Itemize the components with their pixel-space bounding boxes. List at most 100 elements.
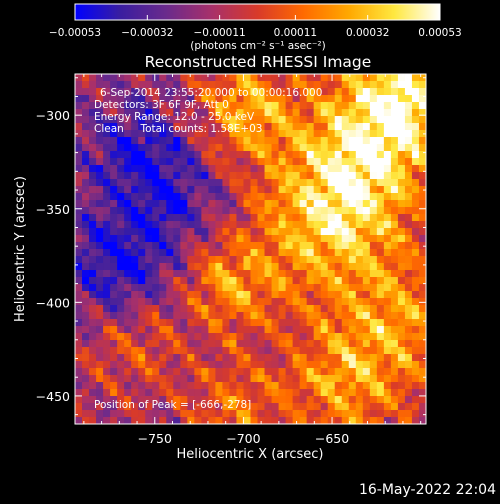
- heatmap-cell: [257, 417, 265, 425]
- heatmap-cell: [180, 88, 188, 96]
- heatmap-cell: [194, 368, 202, 376]
- heatmap-cell: [243, 172, 251, 180]
- heatmap-cell: [327, 137, 336, 145]
- heatmap-cell: [271, 158, 279, 166]
- heatmap-cell: [117, 291, 125, 299]
- heatmap-cell: [383, 242, 392, 250]
- heatmap-cell: [397, 256, 406, 264]
- heatmap-cell: [236, 319, 244, 327]
- heatmap-cell: [292, 319, 301, 327]
- heatmap-cell: [124, 291, 132, 299]
- heatmap-cell: [404, 284, 413, 292]
- heatmap-cell: [89, 312, 97, 320]
- heatmap-cell: [320, 102, 329, 110]
- heatmap-cell: [145, 158, 153, 166]
- heatmap-cell: [404, 277, 413, 285]
- heatmap-cell: [299, 333, 308, 341]
- heatmap-cell: [362, 263, 371, 271]
- heatmap-cell: [222, 74, 230, 82]
- heatmap-cell: [75, 207, 83, 215]
- heatmap-cell: [271, 375, 279, 383]
- heatmap-cell: [271, 403, 279, 411]
- heatmap-cell: [411, 214, 420, 222]
- heatmap-cell: [250, 326, 258, 334]
- heatmap-cell: [75, 123, 83, 131]
- heatmap-cell: [404, 333, 413, 341]
- heatmap-cell: [362, 137, 371, 145]
- heatmap-cell: [222, 410, 230, 418]
- heatmap-cell: [124, 158, 132, 166]
- heatmap-cell: [313, 95, 322, 103]
- heatmap-cell: [369, 193, 378, 201]
- heatmap-cell: [110, 214, 118, 222]
- heatmap-cell: [348, 368, 357, 376]
- heatmap-cell: [131, 368, 139, 376]
- heatmap-cell: [187, 200, 195, 208]
- heatmap-cell: [96, 242, 104, 250]
- heatmap-cell: [362, 81, 371, 89]
- heatmap-cell: [355, 109, 364, 117]
- heatmap-cell: [397, 193, 406, 201]
- heatmap-cell: [341, 137, 350, 145]
- heatmap-cell: [166, 151, 174, 159]
- heatmap-cell: [285, 340, 294, 348]
- heatmap-cell: [264, 389, 272, 397]
- heatmap-cell: [201, 214, 209, 222]
- heatmap-cell: [194, 158, 202, 166]
- heatmap-cell: [173, 221, 181, 229]
- heatmap-cell: [320, 123, 329, 131]
- heatmap-cell: [82, 305, 90, 313]
- heatmap-cell: [257, 214, 265, 222]
- heatmap-cell: [152, 256, 160, 264]
- heatmap-cell: [334, 221, 343, 229]
- heatmap-cell: [124, 235, 132, 243]
- heatmap-cell: [222, 347, 230, 355]
- heatmap-cell: [292, 298, 301, 306]
- heatmap-cell: [292, 158, 301, 166]
- heatmap-cell: [327, 368, 336, 376]
- heatmap-cell: [383, 123, 392, 131]
- heatmap-cell: [383, 291, 392, 299]
- heatmap-cell: [75, 95, 83, 103]
- heatmap-cell: [222, 95, 230, 103]
- heatmap-cell: [138, 200, 146, 208]
- heatmap-cell: [124, 361, 132, 369]
- heatmap-cell: [376, 137, 385, 145]
- heatmap-cell: [334, 361, 343, 369]
- heatmap-cell: [124, 242, 132, 250]
- heatmap-cell: [110, 116, 118, 124]
- heatmap-cell: [313, 172, 322, 180]
- heatmap-cell: [236, 368, 244, 376]
- heatmap-cell: [75, 158, 83, 166]
- heatmap-cell: [320, 326, 329, 334]
- heatmap-cell: [236, 214, 244, 222]
- heatmap-cell: [103, 389, 111, 397]
- heatmap-cell: [271, 312, 279, 320]
- heatmap-cell: [320, 130, 329, 138]
- heatmap-cell: [320, 144, 329, 152]
- heatmap-cell: [355, 207, 364, 215]
- heatmap-cell: [397, 172, 406, 180]
- heatmap-cell: [229, 312, 237, 320]
- heatmap-cell: [264, 375, 272, 383]
- heatmap-cell: [306, 347, 315, 355]
- heatmap-cell: [292, 151, 301, 159]
- heatmap-cell: [89, 116, 97, 124]
- heatmap-cell: [250, 221, 258, 229]
- heatmap-cell: [96, 361, 104, 369]
- heatmap-cell: [89, 319, 97, 327]
- heatmap-cell: [264, 312, 272, 320]
- heatmap-cell: [313, 235, 322, 243]
- heatmap-cell: [355, 396, 364, 404]
- heatmap-cell: [271, 368, 279, 376]
- heatmap-cell: [348, 158, 357, 166]
- heatmap-cell: [89, 81, 97, 89]
- heatmap-cell: [180, 263, 188, 271]
- heatmap-cell: [159, 375, 167, 383]
- heatmap-cell: [236, 74, 244, 82]
- heatmap-cell: [327, 298, 336, 306]
- heatmap-cell: [285, 221, 294, 229]
- heatmap-cell: [103, 291, 111, 299]
- heatmap-cell: [89, 158, 97, 166]
- heatmap-cell: [390, 396, 399, 404]
